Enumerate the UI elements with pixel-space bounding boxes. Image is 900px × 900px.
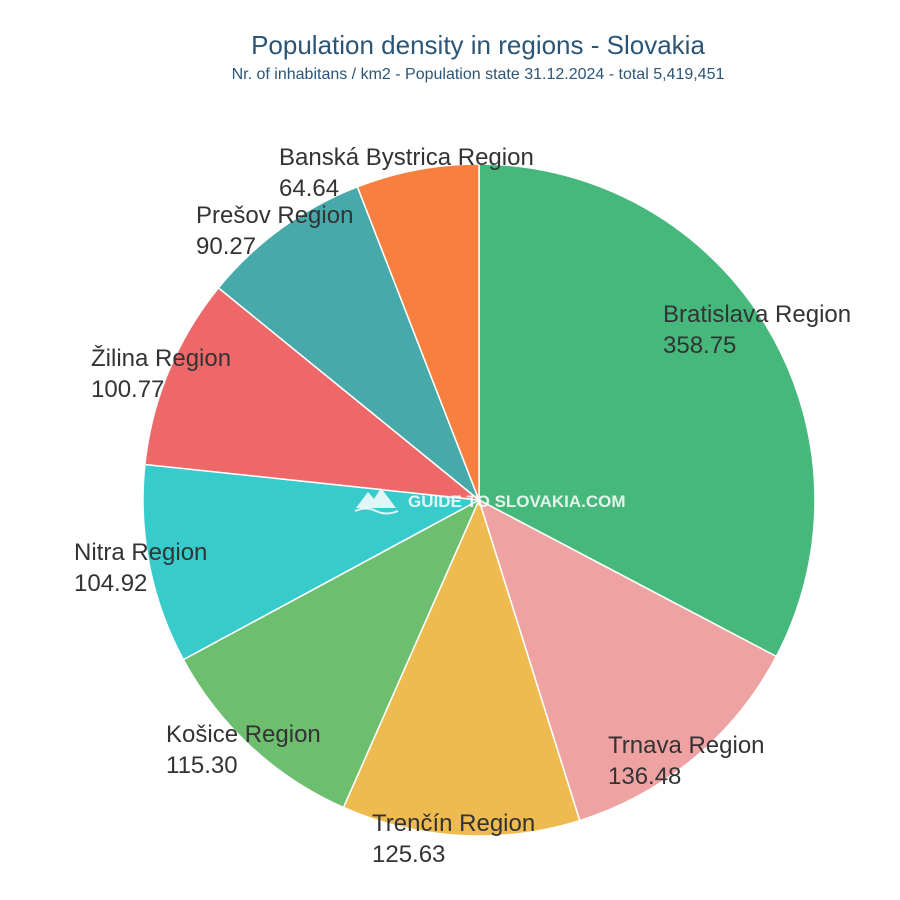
watermark: GUIDE TO SLOVAKIA.COM <box>354 488 626 515</box>
slice-label: Prešov Region <box>196 202 353 229</box>
pie-slice[interactable] <box>342 497 581 837</box>
chart-title: Population density in regions - Slovakia <box>251 30 705 60</box>
pie-slice[interactable] <box>144 286 482 502</box>
slice-label: Žilina Region <box>91 345 231 372</box>
pie-slice[interactable] <box>142 463 482 661</box>
pie-slice[interactable] <box>182 498 481 809</box>
pie-slice[interactable] <box>356 163 480 501</box>
watermark-text: GUIDE TO SLOVAKIA.COM <box>408 492 626 511</box>
mountain-logo-icon <box>354 488 399 515</box>
slice-label: Trnava Region <box>608 732 765 759</box>
slice-label: Košice Region <box>166 721 321 748</box>
slice-value-label: 104.92 <box>74 570 147 597</box>
slice-value-label: 136.48 <box>608 763 681 790</box>
slice-value-label: 358.75 <box>663 332 736 359</box>
pie-slice[interactable] <box>217 185 481 503</box>
chart-subtitle: Nr. of inhabitans / km2 - Population sta… <box>231 66 725 83</box>
slice-label: Bratislava Region <box>663 301 851 328</box>
slice-label: Trenčín Region <box>372 810 535 837</box>
slice-label: Nitra Region <box>74 539 207 566</box>
slice-value-label: 90.27 <box>196 233 256 260</box>
pie-slice[interactable] <box>478 163 816 658</box>
pie-slice[interactable] <box>477 498 778 822</box>
slice-value-label: 64.64 <box>279 175 339 202</box>
slice-value-label: 125.63 <box>372 841 445 868</box>
slice-value-label: 115.30 <box>166 752 238 779</box>
slice-value-label: 100.77 <box>91 376 164 403</box>
slice-label: Banská Bystrica Region <box>279 144 534 171</box>
